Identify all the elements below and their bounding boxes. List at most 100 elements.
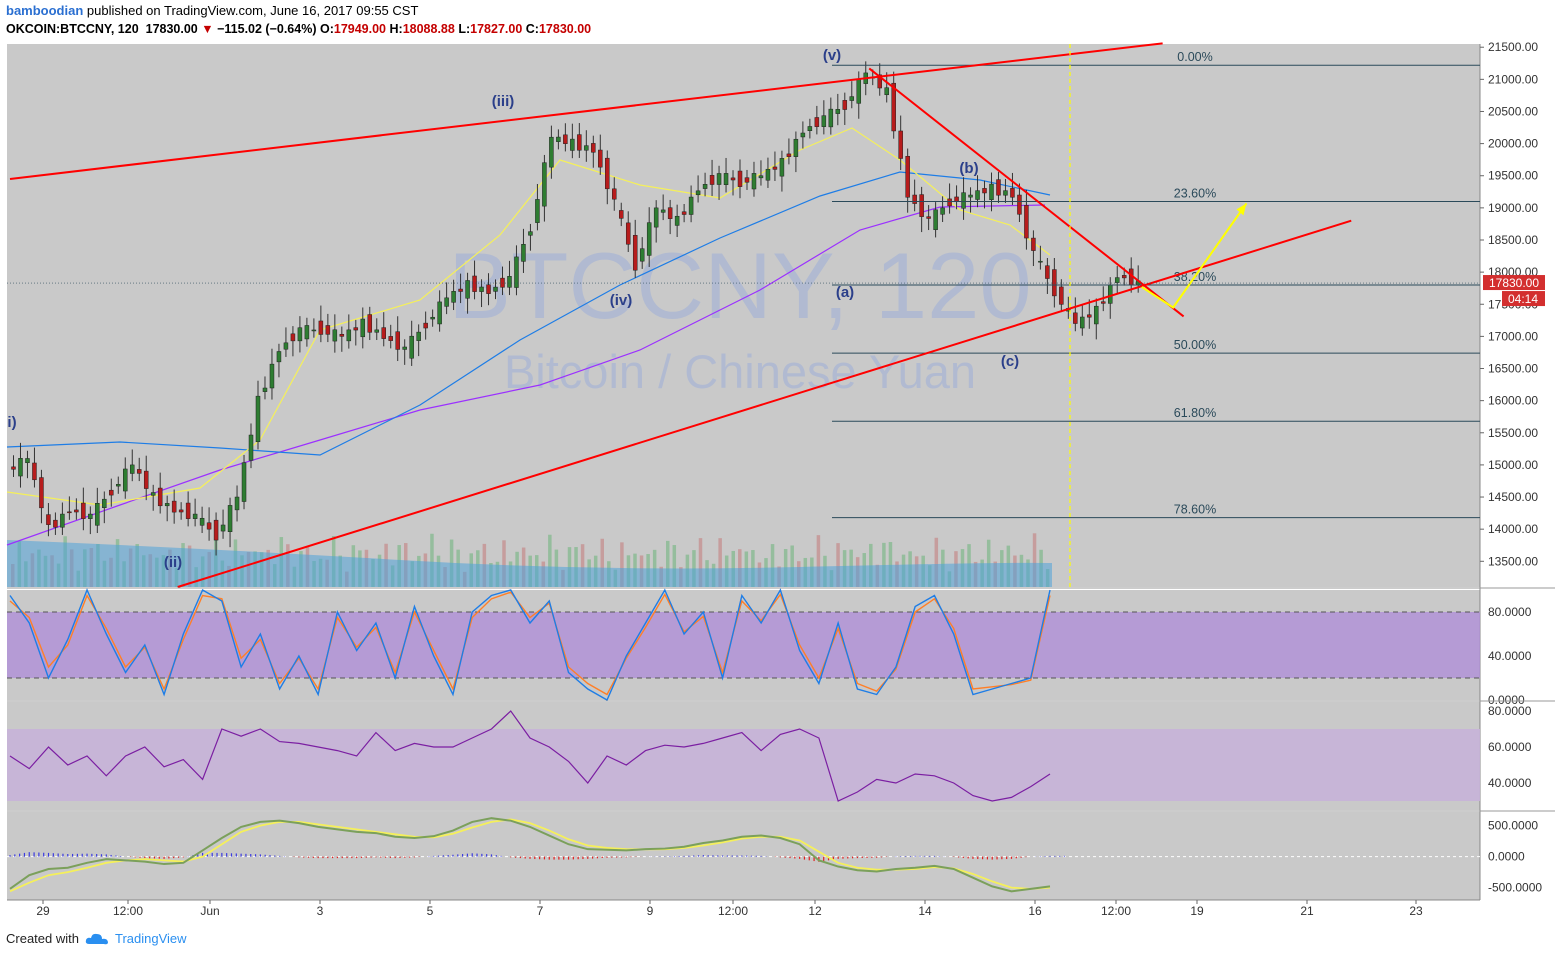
wave-label: (iv) <box>610 292 633 309</box>
candle-body <box>751 173 757 190</box>
price-tick-label: 21500.00 <box>1488 40 1538 54</box>
fib-level-label: 78.60% <box>1174 503 1216 517</box>
candle-body <box>556 136 561 142</box>
candle-body <box>486 284 491 294</box>
volume-bar <box>600 538 604 587</box>
created-with-label: Created with <box>6 931 79 946</box>
close-value: 17830.00 <box>538 22 592 36</box>
candle-body <box>702 184 708 189</box>
candle-body <box>241 462 247 502</box>
candle-body <box>660 209 666 213</box>
candle-body <box>926 216 931 219</box>
candle-body <box>1010 188 1015 198</box>
candle-body <box>919 194 924 217</box>
close-label: C: <box>525 22 539 36</box>
candle-body <box>612 188 617 200</box>
volume-bar <box>816 535 821 587</box>
tradingview-link[interactable]: TradingView <box>114 931 187 946</box>
candle-body <box>353 327 359 331</box>
volume-bar <box>580 544 585 587</box>
candle-body <box>25 458 30 464</box>
candle-body <box>178 509 184 513</box>
candle-body <box>206 522 212 530</box>
candle-body <box>1031 237 1036 251</box>
wave-label: (v) <box>823 47 841 64</box>
low-label: L: <box>458 22 471 36</box>
wave-label: (a) <box>836 284 854 301</box>
candle-body <box>276 351 282 363</box>
candle-body <box>521 244 526 262</box>
x-tick-label: 9 <box>647 904 654 918</box>
volume-bar <box>698 538 703 587</box>
candle-body <box>1059 286 1064 305</box>
volume-bar <box>770 544 775 587</box>
candle-body <box>88 513 93 519</box>
candle-body <box>213 519 219 541</box>
candle-body <box>807 126 813 132</box>
wave-label: (iii) <box>492 93 515 110</box>
footer: Created with TradingView <box>6 931 187 946</box>
candle-body <box>982 188 987 194</box>
fib-level-label: 23.60% <box>1174 186 1216 200</box>
candle-body <box>192 513 198 519</box>
open-value: 17949.00 <box>333 22 387 36</box>
forecast-arrowhead-icon <box>1236 203 1247 216</box>
candle-body <box>1003 190 1008 196</box>
wave-label: (c) <box>1001 353 1019 370</box>
price-tick-label: 19000.00 <box>1488 201 1538 215</box>
price-tick-label: 13500.00 <box>1488 554 1538 568</box>
tradingview-cloud-icon <box>85 933 108 944</box>
price-tick-label: 16500.00 <box>1488 362 1538 376</box>
candle-body <box>367 314 373 333</box>
candle-body <box>1024 205 1029 239</box>
candle-body <box>828 108 834 128</box>
chart-canvas[interactable]: BTCCNY, 120 Bitcoin / Chinese Yuan 13500.0… <box>0 0 1555 930</box>
candle-body <box>1052 269 1057 297</box>
candle-body <box>793 138 799 157</box>
candle-body <box>1073 312 1078 324</box>
volume-bar <box>430 533 434 587</box>
candle-body <box>933 209 938 230</box>
candle-body <box>947 198 952 207</box>
candle-body <box>535 199 540 223</box>
candle-body <box>164 503 170 507</box>
candle-body <box>500 277 505 288</box>
candle-body <box>381 327 386 339</box>
high-value: 18088.88 <box>402 22 455 36</box>
candle-body <box>709 175 715 185</box>
candle-body <box>255 395 261 443</box>
candle-body <box>32 462 37 481</box>
candle-body <box>779 158 785 177</box>
volume-bar <box>738 549 742 587</box>
candle-body <box>514 256 519 288</box>
rsi-line <box>9 710 1051 802</box>
volume-bar <box>1032 533 1037 587</box>
candle-body <box>954 196 959 202</box>
candle-body <box>625 222 631 245</box>
change-value: −115.02 (−0.64%) <box>217 22 317 36</box>
candle-body <box>1045 265 1050 279</box>
candle-body <box>423 322 428 329</box>
macd-tick-label: -500.0000 <box>1488 881 1542 895</box>
publish-info: bamboodian published on TradingView.com,… <box>6 3 418 18</box>
candle-body <box>912 194 917 204</box>
candle-body <box>667 207 673 219</box>
candle-body <box>737 170 743 187</box>
candle-body <box>507 276 512 288</box>
high-label: H: <box>389 22 403 36</box>
volume-bar <box>718 538 722 587</box>
candle-body <box>430 316 435 320</box>
candle-body <box>136 469 142 474</box>
candle-body <box>39 477 44 509</box>
candle-body <box>102 498 107 508</box>
volume-bar <box>882 542 886 587</box>
stoch-d-line <box>9 591 1051 696</box>
candle-body <box>528 231 533 236</box>
x-tick-label: 12 <box>808 904 822 918</box>
candle-body <box>639 248 645 262</box>
candle-body <box>402 346 407 350</box>
countdown-badge <box>1502 291 1545 307</box>
author-link[interactable]: bamboodian <box>6 3 84 18</box>
volume-bar <box>672 545 677 587</box>
candle-body <box>171 500 177 513</box>
